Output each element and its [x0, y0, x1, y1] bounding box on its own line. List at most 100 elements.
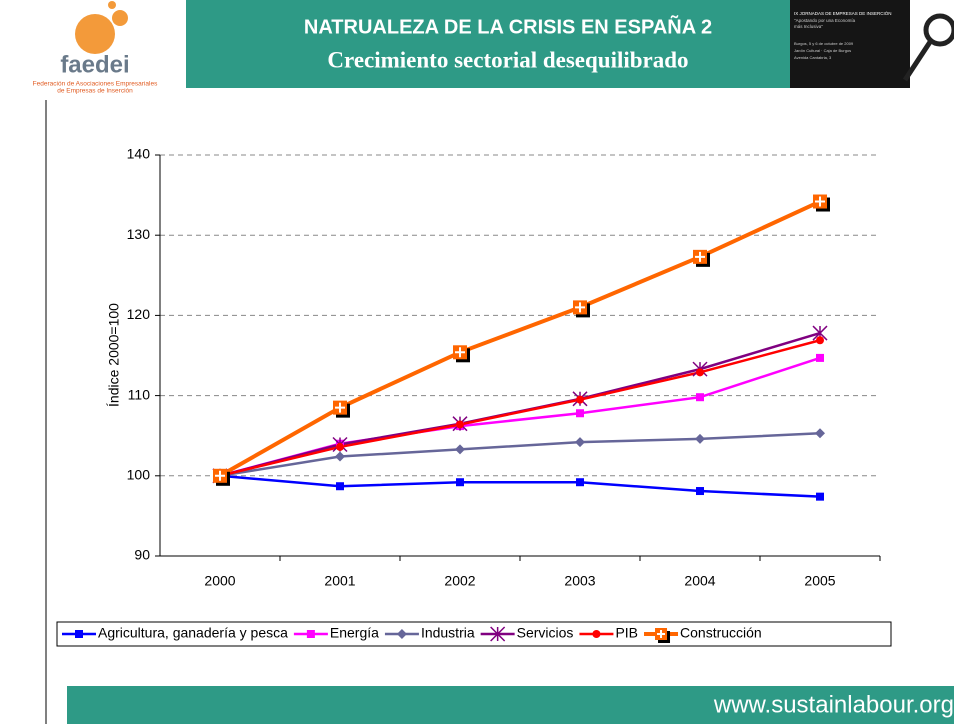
- marker-shape: [575, 437, 585, 448]
- y-tick-label: 140: [127, 146, 151, 162]
- banner-text: "Apostando por una Economía: [794, 18, 856, 23]
- marker-shape: [815, 428, 825, 439]
- marker: [576, 409, 584, 418]
- series-line: [219, 474, 821, 498]
- marker-shape: [695, 433, 705, 444]
- marker-shape: [816, 353, 824, 362]
- marker: [75, 630, 83, 638]
- marker-shape: [696, 393, 704, 402]
- y-axis-label: Índice 2000=100: [106, 303, 122, 407]
- marker-shape: [816, 492, 824, 501]
- marker: [816, 336, 824, 345]
- footer-url: www.sustainlabour.org: [713, 691, 954, 718]
- banner-text: Avenida Cantabria, 3: [794, 55, 832, 60]
- marker-plus: [335, 402, 345, 413]
- key-icon: [902, 13, 954, 82]
- marker-plus: [455, 347, 465, 358]
- logo-name: faedei: [60, 51, 129, 78]
- marker-shape: [456, 420, 464, 429]
- marker-shape: [696, 368, 704, 377]
- y-tick-label: 90: [134, 547, 150, 563]
- marker: [816, 492, 824, 501]
- marker: [456, 478, 464, 487]
- legend-label: Construcción: [680, 625, 762, 641]
- marker: [396, 629, 407, 639]
- marker: [696, 487, 704, 496]
- series-line: [219, 339, 821, 478]
- marker: [576, 395, 584, 404]
- marker-shape: [576, 409, 584, 418]
- subtitle: Crecimiento sectorial desequilibrado: [327, 47, 688, 72]
- marker: [336, 482, 344, 491]
- marker: [592, 630, 601, 638]
- marker: [453, 345, 470, 363]
- marker-shape: [75, 630, 83, 638]
- marker: [815, 428, 825, 439]
- x-tick-label: 2002: [444, 573, 475, 589]
- marker-shape: [336, 442, 344, 451]
- marker: [336, 442, 344, 451]
- series-line: [219, 199, 821, 478]
- marker-shape: [335, 451, 345, 462]
- title: NATRUALEZA DE LA CRISIS EN ESPAÑA 2: [304, 15, 712, 38]
- marker: [693, 249, 710, 267]
- y-tick-label: 100: [127, 467, 151, 483]
- y-tick-label: 110: [128, 386, 151, 402]
- x-tick-label: 2000: [204, 573, 235, 589]
- marker: [333, 400, 350, 418]
- x-tick-label: 2005: [804, 573, 835, 589]
- x-tick-label: 2001: [324, 573, 355, 589]
- legend-label: Agricultura, ganadería y pesca: [98, 625, 288, 641]
- marker: [576, 478, 584, 487]
- marker-plus: [695, 251, 705, 262]
- footer-band: [67, 686, 954, 724]
- y-tick-label: 120: [127, 306, 151, 322]
- marker-shape: [576, 478, 584, 487]
- marker: [696, 393, 704, 402]
- marker-shape: [456, 478, 464, 487]
- header-band: [186, 0, 790, 88]
- marker: [573, 300, 590, 318]
- marker: [695, 433, 705, 444]
- logo-text: de Empresas de Inserción: [57, 88, 133, 95]
- marker: [816, 353, 824, 362]
- logo: [75, 1, 128, 54]
- marker-shape: [490, 626, 506, 642]
- legend: [56, 621, 892, 647]
- marker-plus: [657, 630, 666, 638]
- marker-plus: [575, 302, 585, 313]
- marker: [696, 368, 704, 377]
- marker: [813, 194, 830, 212]
- legend-label: PIB: [615, 625, 638, 641]
- marker-shape: [306, 630, 315, 638]
- marker: [456, 420, 464, 429]
- series-line: [219, 432, 821, 478]
- marker: [575, 437, 585, 448]
- marker: [213, 468, 230, 486]
- legend-label: Industria: [421, 625, 475, 641]
- marker-plus: [215, 470, 225, 481]
- marker-shape: [592, 630, 601, 638]
- marker-shape: [576, 395, 584, 404]
- x-tick-label: 2004: [684, 573, 715, 589]
- banner-text: Jardín Cultural · Caja de Burgos: [794, 48, 851, 53]
- y-tick-label: 130: [127, 226, 151, 242]
- logo-text: Federación de Asociaciones Empresariales: [33, 81, 158, 88]
- marker-shape: [696, 487, 704, 496]
- legend-label: Servicios: [517, 625, 574, 641]
- marker-plus: [815, 196, 825, 207]
- banner-text: IX JORNADAS DE EMPRESAS DE INSERCIÓN: [794, 10, 892, 16]
- x-tick-label: 2003: [564, 573, 595, 589]
- marker-shape: [396, 629, 407, 639]
- marker-shape: [336, 482, 344, 491]
- marker: [490, 626, 506, 642]
- legend-label: Energía: [330, 625, 379, 641]
- marker-shape: [816, 336, 824, 345]
- marker-shape: [455, 444, 465, 455]
- banner-text: Burgos, 5 y 6 de octubre de 2009: [794, 41, 854, 46]
- marker: [655, 628, 671, 643]
- marker: [335, 451, 345, 462]
- marker: [306, 630, 315, 638]
